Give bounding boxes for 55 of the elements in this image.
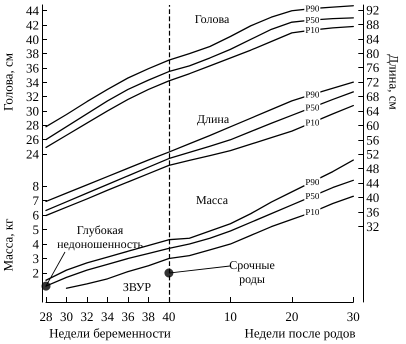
annotation: Срочные роды	[229, 258, 275, 286]
x-tick-label: 34	[100, 309, 114, 324]
y2-tick-label: 44	[366, 176, 380, 191]
y2-tick-label: 72	[366, 74, 380, 90]
y3-tick-label: 24	[26, 146, 40, 162]
y3-tick-label: 44	[26, 3, 40, 18]
y3-axis-title: Голова, см	[0, 53, 16, 111]
x-tick-label: 28	[40, 309, 52, 324]
y2-tick-label: 68	[366, 89, 380, 104]
y3-tick-label: 34	[26, 74, 40, 90]
y-tick-label: 5	[32, 222, 39, 238]
y2-tick-label: 76	[366, 60, 380, 76]
x-tick-label: 32	[80, 309, 94, 324]
y2-tick-label: 32	[366, 218, 380, 234]
annotation: Глубокая недоношенность	[57, 223, 144, 251]
y3-tick-label: 40	[26, 32, 39, 47]
y-tick-label: 2	[32, 266, 39, 281]
y-tick-label: 7	[32, 193, 40, 208]
y-tick-label: 6	[32, 208, 40, 223]
y2-tick-label: 92	[366, 2, 380, 18]
y3-tick-label: 36	[26, 60, 40, 76]
y3-tick-label: 42	[26, 18, 39, 33]
y2-tick-label: 64	[366, 103, 380, 118]
y2-tick-label: 36	[366, 204, 380, 220]
y2-tick-label: 60	[366, 118, 380, 133]
y2-tick-label: 84	[366, 31, 380, 46]
y2-tick-label: 80	[366, 46, 380, 61]
x-tick-label: 20	[285, 309, 298, 324]
y2-tick-label: 88	[366, 16, 380, 32]
y3-tick-label: 26	[26, 132, 40, 148]
x-tick-label: 30	[346, 309, 360, 324]
y2-tick-label: 52	[366, 146, 380, 162]
y3-tick-label: 28	[26, 118, 39, 133]
annotation: ЗВУР	[122, 280, 152, 294]
y3-tick-label: 32	[26, 89, 39, 104]
x-tick-label: 30	[60, 309, 73, 324]
y3-tick-label: 30	[26, 103, 39, 118]
y2-tick-label: 56	[366, 132, 380, 148]
annotation: Длина	[196, 112, 230, 126]
y-tick-label: 3	[32, 251, 39, 266]
y-axis-title: Масса, кг	[0, 218, 16, 272]
x-tick-label: 40	[162, 309, 176, 324]
y2-axis-title: Длина, см	[386, 54, 402, 110]
y2-tick-label: 40	[366, 190, 380, 205]
x-axis-title: Недели беременности	[49, 326, 171, 340]
y2-tick-label: 48	[366, 161, 380, 176]
x-tick-label: 36	[121, 309, 135, 324]
x-tick-label: 10	[224, 309, 237, 324]
annotation: Голова	[194, 12, 230, 26]
y3-tick-label: 38	[26, 46, 39, 62]
x-tick-label: 38	[142, 309, 155, 324]
annotation: Масса	[196, 193, 229, 207]
text: Недели после родов	[244, 326, 356, 340]
y-tick-label: 4	[32, 236, 40, 252]
y-tick-label: 8	[32, 178, 39, 194]
